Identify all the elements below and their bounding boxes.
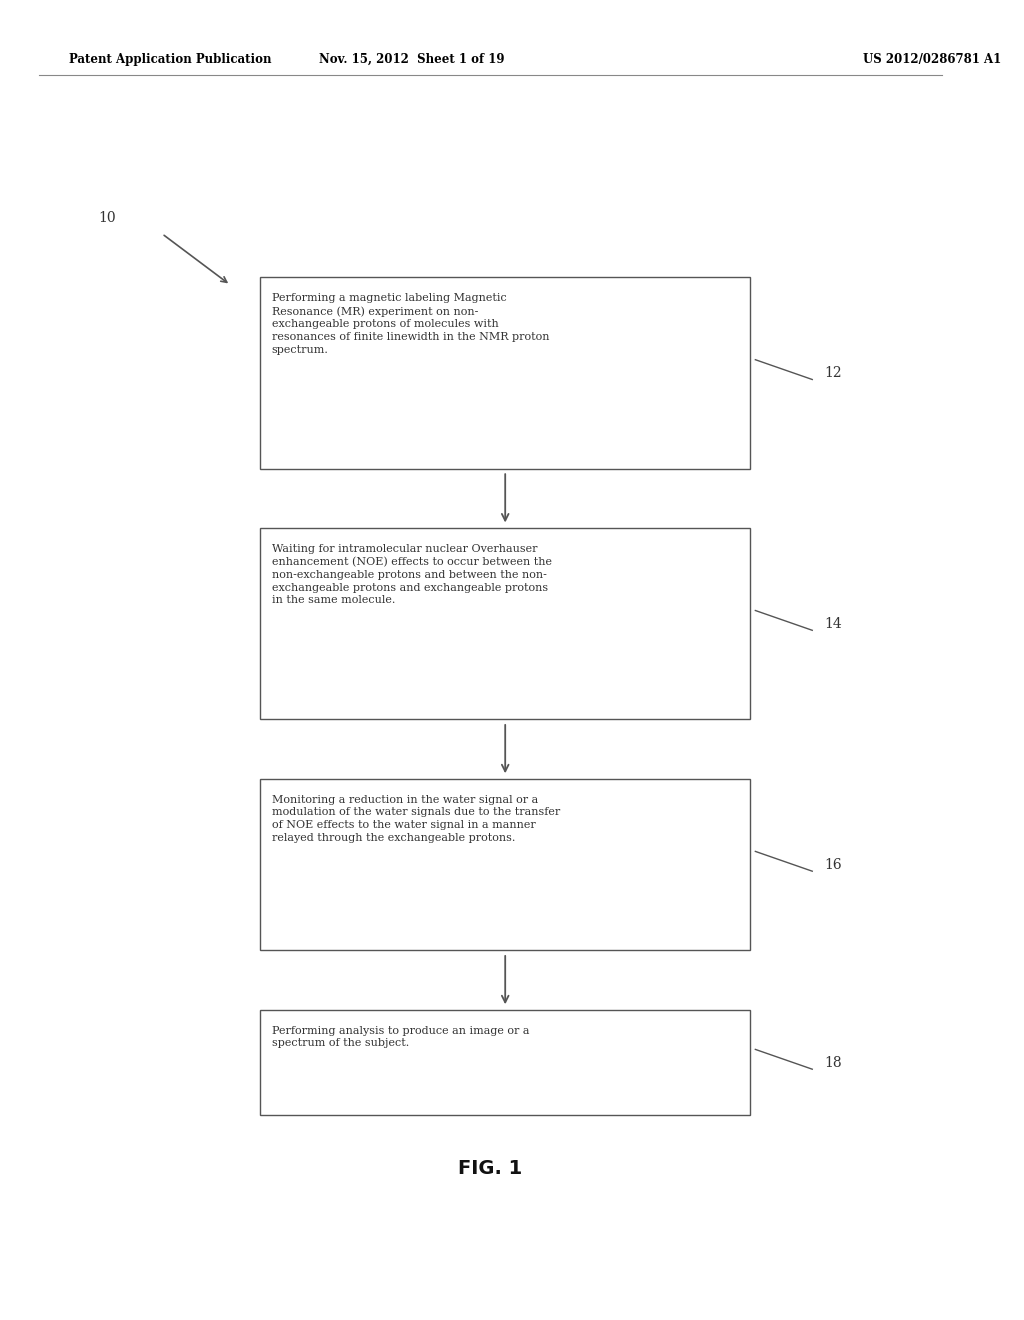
Text: Nov. 15, 2012  Sheet 1 of 19: Nov. 15, 2012 Sheet 1 of 19 <box>319 53 505 66</box>
Text: FIG. 1: FIG. 1 <box>459 1159 522 1177</box>
Text: Monitoring a reduction in the water signal or a
modulation of the water signals : Monitoring a reduction in the water sign… <box>271 795 560 843</box>
FancyBboxPatch shape <box>260 528 751 719</box>
FancyBboxPatch shape <box>260 277 751 469</box>
Text: 16: 16 <box>824 858 842 871</box>
Text: 14: 14 <box>824 616 842 631</box>
Text: 10: 10 <box>98 211 116 224</box>
Text: Patent Application Publication: Patent Application Publication <box>69 53 271 66</box>
FancyBboxPatch shape <box>260 1010 751 1115</box>
Text: US 2012/0286781 A1: US 2012/0286781 A1 <box>863 53 1001 66</box>
Text: Performing analysis to produce an image or a
spectrum of the subject.: Performing analysis to produce an image … <box>271 1026 529 1048</box>
Text: 12: 12 <box>824 366 842 380</box>
FancyBboxPatch shape <box>260 779 751 950</box>
Text: 18: 18 <box>824 1056 842 1069</box>
Text: Waiting for intramolecular nuclear Overhauser
enhancement (NOE) effects to occur: Waiting for intramolecular nuclear Overh… <box>271 544 552 606</box>
Text: Performing a magnetic labeling Magnetic
Resonance (MR) experiment on non-
exchan: Performing a magnetic labeling Magnetic … <box>271 293 549 355</box>
